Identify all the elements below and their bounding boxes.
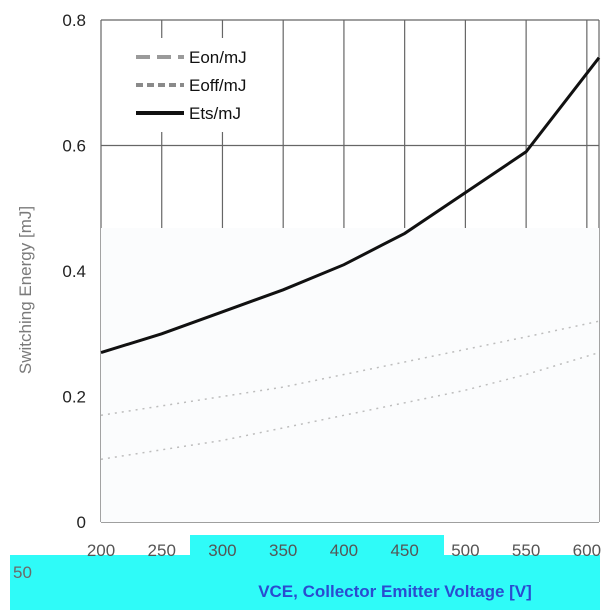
highlight-band-ticks bbox=[190, 535, 444, 557]
y-tick-label-3: 0.6 bbox=[62, 137, 86, 156]
x-tick-label-4: 400 bbox=[330, 541, 358, 560]
x-tick-labels: 200 250 300 350 400 450 500 550 600 bbox=[87, 541, 601, 560]
y-axis-label: Switching Energy [mJ] bbox=[16, 206, 35, 374]
stray-number-label: 50 bbox=[13, 563, 32, 582]
grid-lines bbox=[100, 19, 600, 523]
y-tick-labels: 0 0.2 0.4 0.6 0.8 bbox=[62, 11, 86, 532]
x-tick-label-5: 450 bbox=[390, 541, 418, 560]
y-tick-label-4: 0.8 bbox=[62, 11, 86, 30]
legend: Eon/mJ Eoff/mJ Ets/mJ bbox=[120, 38, 258, 132]
y-tick-label-1: 0.2 bbox=[62, 388, 86, 407]
series-lines bbox=[100, 56, 601, 461]
highlight-band-bottom bbox=[10, 555, 600, 610]
legend-label-1: Eoff/mJ bbox=[189, 76, 246, 95]
x-tick-label-0: 200 bbox=[87, 541, 115, 560]
series-line-2 bbox=[100, 56, 601, 355]
x-tick-label-2: 300 bbox=[208, 541, 236, 560]
series-line-0 bbox=[100, 320, 600, 417]
x-axis-label: VCE, Collector Emitter Voltage [V] bbox=[258, 582, 532, 601]
x-tick-label-6: 500 bbox=[451, 541, 479, 560]
y-tick-label-2: 0.4 bbox=[62, 262, 86, 281]
faded-plot-region bbox=[101, 228, 599, 522]
x-tick-label-3: 350 bbox=[269, 541, 297, 560]
legend-label-0: Eon/mJ bbox=[189, 48, 247, 67]
y-tick-label-0: 0 bbox=[77, 513, 86, 532]
x-tick-label-1: 250 bbox=[148, 541, 176, 560]
x-tick-label-8: 600 bbox=[573, 541, 601, 560]
legend-label-2: Ets/mJ bbox=[189, 104, 241, 123]
x-tick-label-7: 550 bbox=[512, 541, 540, 560]
series-line-1 bbox=[100, 351, 600, 461]
